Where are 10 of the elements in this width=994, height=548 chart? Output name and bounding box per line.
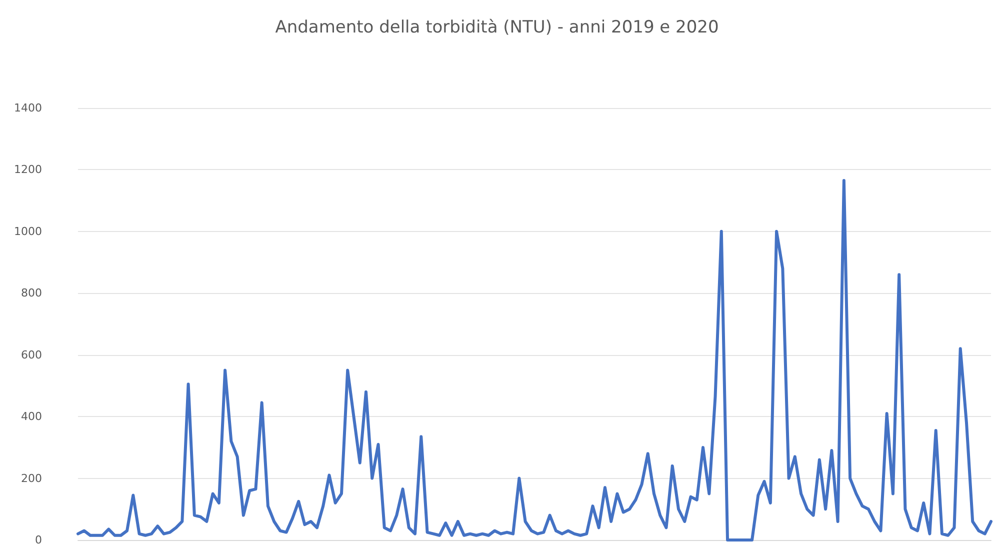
y-tick-label: 1400 (14, 102, 42, 114)
line-series (76, 179, 992, 542)
y-tick-label: 400 (21, 410, 42, 424)
y-tick-label: 1200 (14, 163, 42, 176)
y-tick-label: 0 (35, 534, 42, 546)
chart-title: Andamento della torbidità (NTU) - anni 2019 e 2020 (275, 18, 719, 38)
y-tick-label: 800 (21, 286, 42, 300)
y-tick-label: 200 (21, 472, 42, 485)
y-tick-label: 600 (21, 348, 42, 362)
y-tick-label: 1000 (14, 224, 42, 238)
